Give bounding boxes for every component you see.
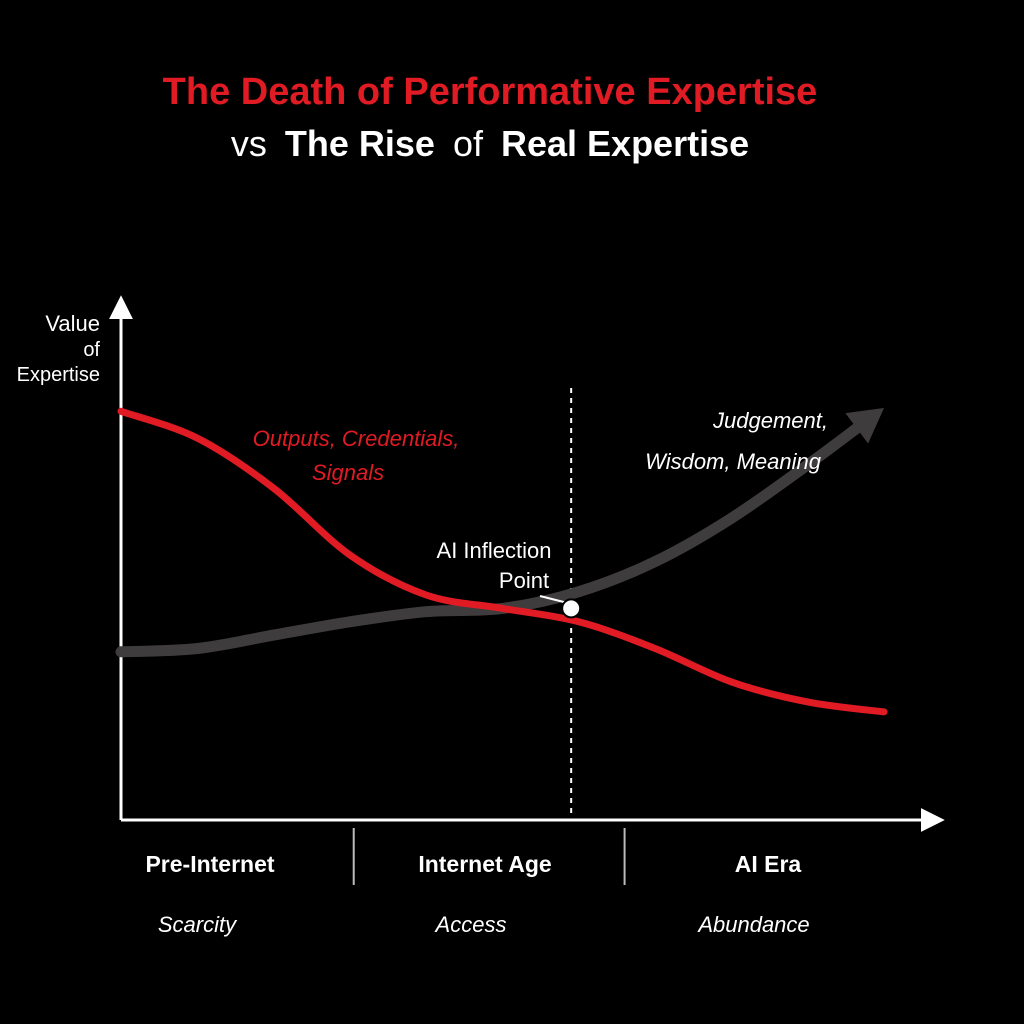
era-label-internet-age: Internet Age — [418, 851, 551, 877]
chart-title-line1: The Death of Performative Expertise — [163, 71, 818, 113]
inflection-point-marker — [561, 598, 582, 619]
series-line-outputs — [117, 407, 888, 716]
title-real-expertise: Real Expertise — [501, 123, 749, 164]
era-theme-abundance: Abundance — [696, 912, 809, 937]
inflection-label-line2: Point — [499, 568, 549, 593]
era-label-pre-internet: Pre-Internet — [145, 851, 274, 877]
inflection-pointer-line — [539, 595, 566, 604]
y-axis-label-line1: Value — [45, 311, 100, 336]
y-axis-label-line2: of — [83, 339, 100, 361]
inflection-label-line1: AI Inflection — [437, 538, 552, 563]
title-vs: vs — [231, 123, 267, 164]
title-of: of — [453, 123, 484, 164]
series-label-judgement-line1: Judgement, — [712, 408, 828, 433]
chart-title-line2: vs The Rise of Real Expertise — [231, 123, 749, 164]
era-label-ai-era: AI Era — [735, 851, 802, 877]
series-arrowhead-judgement — [845, 408, 884, 444]
series-label-judgement-line2: Wisdom, Meaning — [645, 449, 822, 474]
era-theme-access: Access — [434, 912, 507, 937]
era-theme-scarcity: Scarcity — [158, 912, 238, 937]
title-the-rise: The Rise — [285, 123, 435, 164]
y-axis-label-line3: Expertise — [17, 364, 100, 386]
series-label-outputs-line2: Signals — [312, 460, 384, 485]
series-label-outputs-line1: Outputs, Credentials, — [253, 426, 460, 451]
